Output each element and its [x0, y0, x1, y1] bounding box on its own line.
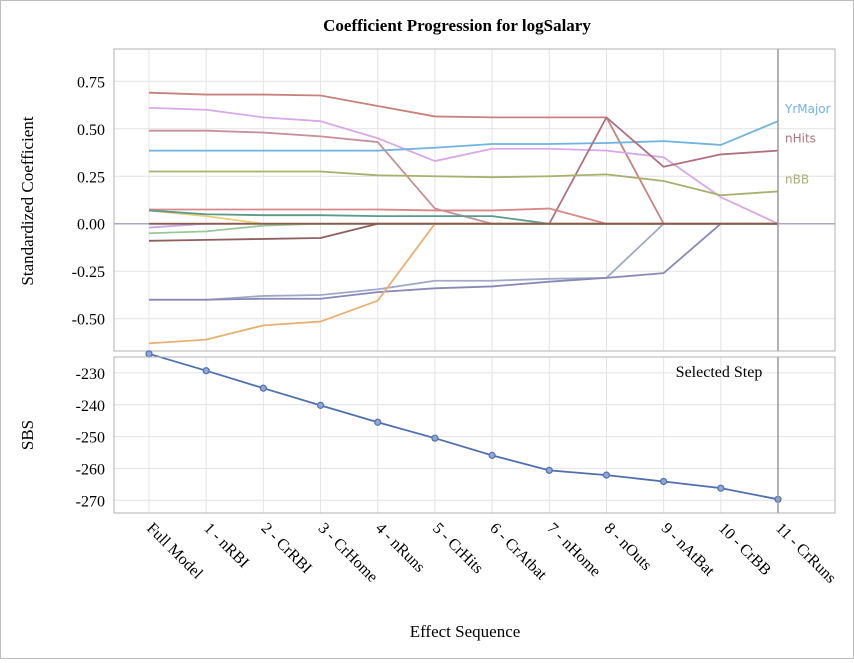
x-tick-label: 8 - nOuts	[601, 520, 655, 574]
coefficient-series-line	[148, 222, 778, 242]
x-tick-label: 10 - CrBB	[715, 520, 774, 579]
sbs-y-tick-label: -240	[76, 398, 105, 415]
coefficient-series-group	[148, 91, 779, 345]
sbs-y-tick-label: -250	[76, 430, 105, 447]
series-end-label: YrMajor	[784, 102, 831, 116]
coefficient-series-line	[148, 222, 778, 235]
sbs-point	[602, 471, 611, 479]
coefficient-y-tick-labels: 0.75 0.50 0.25 0.00 -0.25 -0.50	[72, 74, 105, 328]
coefficient-series-line	[149, 170, 779, 197]
coefficient-y-tick-label: 0.75	[77, 74, 105, 91]
x-tick-label: 3 - CrHome	[315, 520, 381, 586]
coefficient-y-axis-title: Standardized Coefficient	[18, 116, 37, 285]
sbs-y-tick-labels: -230 -240 -250 -260 -270	[76, 366, 105, 510]
coefficient-series-line	[149, 120, 779, 152]
coefficient-y-tick-label: 0.00	[77, 217, 105, 234]
series-end-label: nBB	[785, 172, 809, 186]
x-tick-label: 4 - nRuns	[372, 520, 428, 576]
sbs-panel	[113, 356, 836, 514]
sbs-point	[202, 367, 210, 375]
coefficient-series-line	[148, 106, 779, 225]
selected-step-annotation: Selected Step	[676, 364, 763, 381]
x-axis-title: Effect Sequence	[410, 622, 521, 641]
sbs-point	[488, 451, 496, 459]
sbs-y-tick-label: -270	[76, 493, 105, 510]
x-tick-label: 9 - nAtBat	[658, 520, 718, 580]
x-tick-label: 7 - nHome	[543, 520, 603, 580]
sbs-line	[148, 352, 779, 501]
chart-title: Coefficient Progression for logSalary	[323, 16, 591, 35]
sbs-point	[316, 401, 325, 409]
coefficient-series-line	[149, 222, 778, 301]
coefficient-y-tick-label: 0.25	[77, 169, 105, 186]
sbs-point	[145, 350, 153, 358]
coefficient-series-line	[148, 91, 778, 225]
coefficient-y-tick-label: -0.25	[72, 264, 105, 281]
sbs-point	[717, 484, 725, 492]
coefficient-series-line	[148, 222, 778, 345]
x-tick-label: 6 - CrAtbat	[486, 520, 550, 584]
series-end-label: nHits	[785, 132, 816, 146]
x-tick-label: 1 - nRBI	[200, 520, 252, 572]
sbs-y-axis-title: SBS	[18, 420, 37, 450]
series-end-labels: YrMajor nHits nBB	[784, 102, 831, 186]
coefficient-series-line	[149, 222, 778, 301]
coefficient-y-tick-label: -0.50	[72, 312, 105, 329]
x-tick-label: Full Model	[143, 520, 206, 583]
x-tick-label: 11 - CrRuns	[772, 520, 839, 587]
coefficient-series-line	[148, 209, 778, 225]
sbs-y-tick-label: -260	[76, 461, 105, 478]
sbs-y-tick-label: -230	[76, 366, 105, 383]
coefficient-panel	[113, 48, 836, 352]
sbs-point	[431, 434, 439, 442]
sbs-point	[374, 418, 382, 426]
x-tick-label: 2 - CrRBI	[258, 520, 315, 577]
sbs-series-group	[145, 350, 782, 503]
sbs-point	[660, 477, 668, 486]
x-tick-label: 5 - CrHits	[429, 520, 486, 577]
sbs-point	[545, 466, 553, 474]
coefficient-y-tick-label: 0.50	[77, 122, 105, 139]
sbs-point	[259, 384, 267, 392]
